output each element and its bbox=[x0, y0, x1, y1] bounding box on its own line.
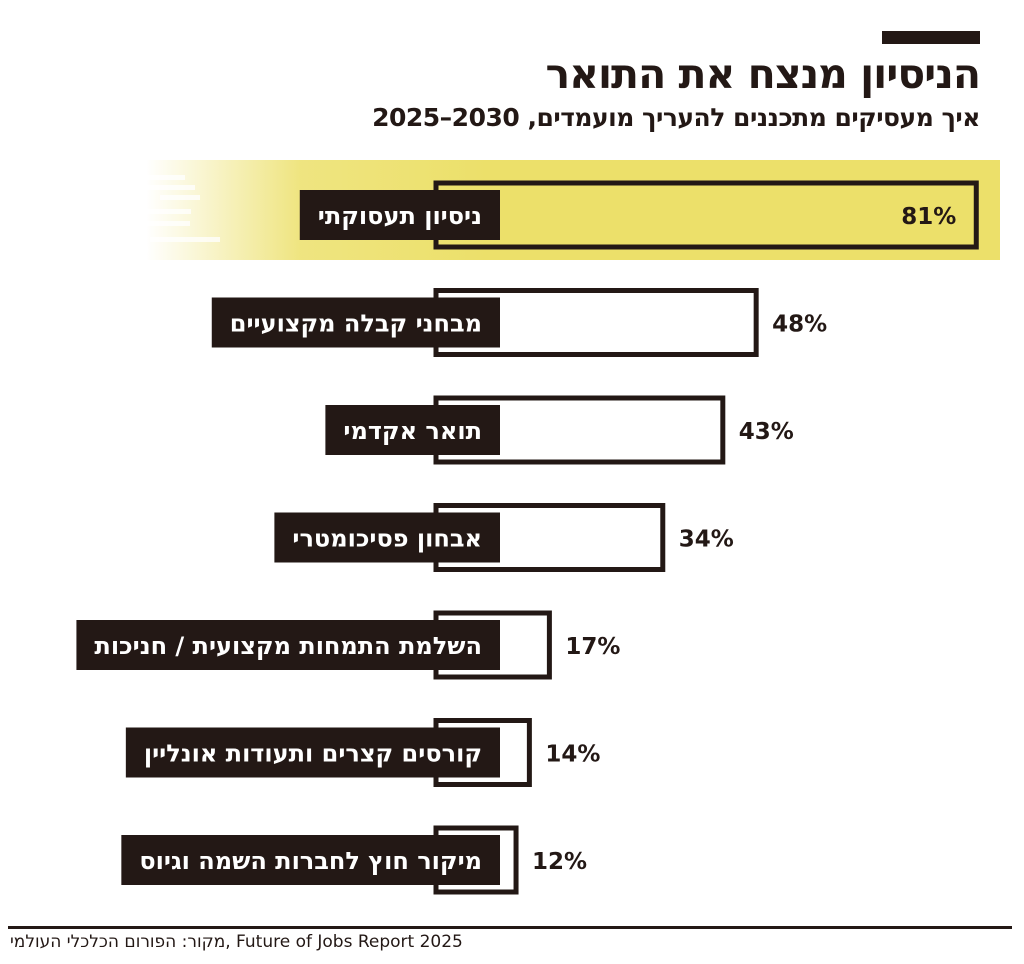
category-label-box-6 bbox=[121, 835, 500, 885]
value-label-5: 14% bbox=[545, 742, 600, 768]
category-label-2: תואר אקדמי bbox=[343, 417, 482, 445]
value-label-3: 34% bbox=[679, 527, 734, 553]
category-label-4: השלמת התמחות מקצועית / חניכות bbox=[94, 632, 482, 660]
highlight-band bbox=[146, 160, 1000, 260]
speed-line-6 bbox=[118, 247, 148, 252]
value-label-4: 17% bbox=[565, 634, 620, 660]
speed-line-4 bbox=[130, 221, 190, 226]
category-label-box-1 bbox=[211, 297, 500, 348]
category-label-5: קורסים קצרים ותעודות אונליין bbox=[144, 740, 482, 768]
category-label-box-4 bbox=[76, 620, 500, 670]
category-label-0: ניסיון תעסוקתי bbox=[318, 202, 482, 230]
value-label-0: 81% bbox=[901, 204, 956, 230]
bar-chart: ניסיון תעסוקתי 81% מבחני קבלה מקצועיים 48% ת… bbox=[76, 160, 1000, 895]
speed-line-2 bbox=[160, 195, 200, 200]
speed-line-5 bbox=[150, 237, 220, 242]
source-divider bbox=[8, 926, 1012, 929]
speed-line-0 bbox=[140, 175, 185, 180]
bars-layer: ניסיון תעסוקתי 81% מבחני קבלה מקצועיים 48% ת… bbox=[76, 180, 979, 895]
value-label-6: 12% bbox=[532, 849, 587, 875]
chart-subtitle: איך מעסיקים מתכננים להעריך מועמדים, 2030… bbox=[372, 103, 980, 132]
category-label-box-0 bbox=[299, 190, 500, 240]
chart-title: הניסיון מנצח את התואר bbox=[545, 50, 981, 98]
category-label-1: מבחני קבלה מקצועיים bbox=[230, 310, 482, 338]
highlight-layer bbox=[96, 160, 1000, 260]
category-label-6: מיקור חוץ לחברות השמה וגיוס bbox=[139, 847, 482, 875]
accent-rule bbox=[882, 31, 980, 44]
source-note: מקור: הפורום הכלכלי העולמי, Future of Jo… bbox=[10, 932, 463, 952]
speed-line-1 bbox=[110, 185, 195, 190]
category-label-box-5 bbox=[125, 727, 500, 778]
category-label-3: אבחון פסיכומטרי bbox=[292, 525, 482, 553]
category-label-box-2 bbox=[325, 405, 500, 455]
category-label-box-3 bbox=[274, 512, 500, 563]
speed-line-3 bbox=[96, 209, 191, 214]
value-label-1: 48% bbox=[772, 312, 827, 338]
value-label-2: 43% bbox=[739, 419, 794, 445]
